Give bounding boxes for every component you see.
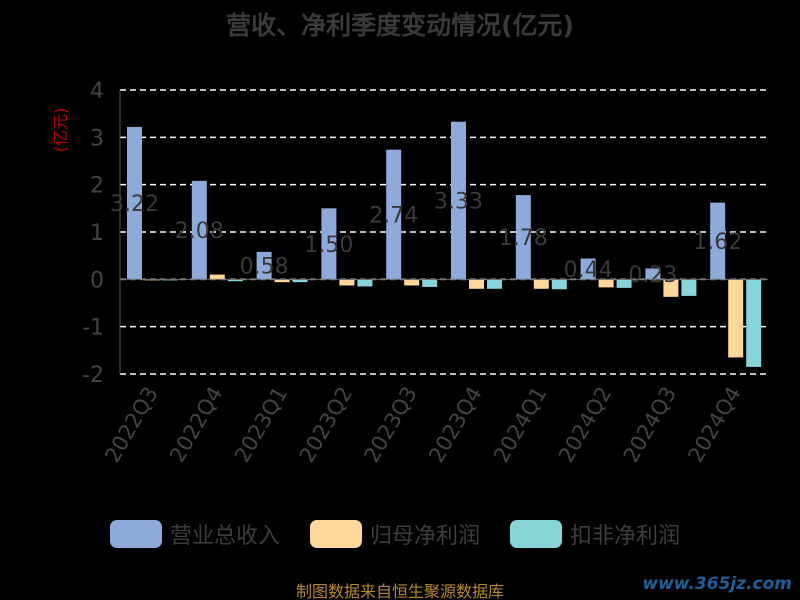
legend-item-deducted-net-profit[interactable]: 扣非净利润 bbox=[510, 518, 680, 550]
bar-revenue bbox=[256, 251, 272, 280]
bar-revenue bbox=[127, 126, 142, 280]
bar-revenue bbox=[580, 258, 596, 280]
bar-net-profit bbox=[533, 279, 549, 289]
x-tick-label: 2023Q4 bbox=[424, 383, 486, 467]
y-tick-label: 2 bbox=[90, 174, 104, 199]
bar-deducted-net-profit bbox=[292, 279, 308, 283]
y-tick-label: 1 bbox=[90, 221, 104, 246]
bar-net-profit bbox=[469, 279, 484, 289]
chart-title: 营收、净利季度变动情况(亿元) bbox=[226, 11, 574, 40]
bar-deducted-net-profit bbox=[227, 279, 243, 282]
data-label: 3.33 bbox=[434, 190, 483, 215]
x-tick-label: 2023Q1 bbox=[230, 383, 292, 467]
y-tick-label: 4 bbox=[90, 79, 104, 104]
data-label: 2.74 bbox=[369, 203, 418, 228]
legend-label-revenue: 营业总收入 bbox=[170, 524, 281, 549]
bar-deducted-net-profit bbox=[357, 279, 373, 287]
data-label: 1.62 bbox=[693, 230, 742, 255]
legend-swatch-deducted-net-profit bbox=[510, 520, 562, 548]
y-tick-label: 3 bbox=[90, 126, 104, 151]
bar-deducted-net-profit bbox=[422, 279, 438, 287]
bar-net-profit bbox=[663, 279, 679, 297]
legend-swatch-net-profit bbox=[310, 520, 362, 548]
x-tick-label: 2024Q3 bbox=[619, 383, 681, 467]
legend-label-deducted-net-profit: 扣非净利润 bbox=[570, 524, 681, 549]
bar-revenue bbox=[386, 149, 402, 280]
x-tick-label: 2022Q4 bbox=[165, 383, 227, 467]
x-tick-label: 2023Q3 bbox=[359, 383, 421, 467]
bar-net-profit bbox=[209, 274, 225, 280]
data-source-note: 制图数据来自恒生聚源数据库 bbox=[295, 582, 504, 600]
bar-revenue bbox=[645, 268, 661, 280]
x-tick-label: 2024Q1 bbox=[489, 383, 551, 467]
data-label: 2.08 bbox=[175, 219, 224, 244]
bar-revenue bbox=[321, 208, 337, 280]
bar-deducted-net-profit bbox=[746, 279, 762, 367]
y-tick-label: -2 bbox=[82, 363, 104, 388]
bar-deducted-net-profit bbox=[551, 279, 567, 290]
watermark: www.365jz.com bbox=[642, 574, 792, 594]
x-tick-label: 2023Q2 bbox=[295, 383, 357, 467]
x-tick-label: 2022Q3 bbox=[100, 383, 162, 467]
data-label: 1.78 bbox=[499, 226, 548, 251]
data-label: 1.50 bbox=[304, 233, 353, 258]
data-label: 0.23 bbox=[628, 263, 677, 288]
data-label: 0.58 bbox=[240, 255, 289, 280]
x-tick-label: 2024Q4 bbox=[683, 383, 745, 467]
bar-net-profit bbox=[274, 279, 290, 283]
bar-revenue bbox=[710, 202, 726, 280]
bar-deducted-net-profit bbox=[616, 279, 632, 288]
bar-net-profit bbox=[339, 279, 355, 286]
y-tick-label: -1 bbox=[82, 316, 104, 341]
legend-swatch-revenue bbox=[110, 520, 162, 548]
legend-label-net-profit: 归母净利润 bbox=[370, 524, 481, 549]
data-label: 0.44 bbox=[564, 258, 613, 283]
bar-deducted-net-profit bbox=[487, 279, 502, 289]
data-label: 3.22 bbox=[110, 192, 159, 217]
bar-revenue bbox=[191, 180, 207, 280]
legend-item-revenue[interactable]: 营业总收入 bbox=[110, 518, 280, 550]
bar-net-profit bbox=[598, 279, 614, 288]
bar-net-profit bbox=[404, 279, 420, 286]
x-tick-label: 2024Q2 bbox=[554, 383, 616, 467]
bar-deducted-net-profit bbox=[681, 279, 697, 296]
bar-revenue bbox=[515, 195, 531, 280]
legend-item-net-profit[interactable]: 归母净利润 bbox=[310, 518, 480, 550]
bar-revenue bbox=[451, 121, 466, 280]
bar-net-profit bbox=[728, 279, 744, 358]
y-tick-label: 0 bbox=[90, 268, 104, 293]
